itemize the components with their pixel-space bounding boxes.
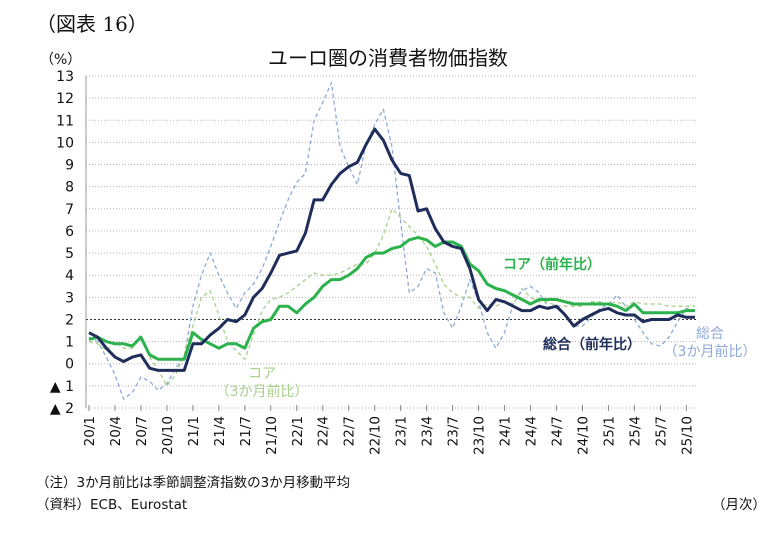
series-label-0: 総合（前年比） <box>543 336 641 353</box>
chart-title: ユーロ圏の消費者物価指数 <box>268 46 508 70</box>
x-tick-label: 23/7 <box>446 416 462 446</box>
x-tick-label: 22/1 <box>290 416 306 446</box>
series-line-2 <box>88 236 695 361</box>
x-tick-label: 24/1 <box>498 416 514 446</box>
x-tick-label: 21/1 <box>186 416 202 446</box>
x-tick-label: 20/10 <box>160 416 176 455</box>
y-axis-unit: （%） <box>40 52 81 68</box>
x-tick-label: 23/10 <box>472 416 488 455</box>
y-tick-label: 11 <box>56 113 74 129</box>
source-note: （資料）ECB、Eurostat <box>36 497 188 513</box>
y-tick-label: 8 <box>65 180 74 196</box>
y-tick-label: ▲ 1 <box>50 379 74 395</box>
x-tick-label: 20/7 <box>134 416 150 446</box>
figure-label: （図表 16） <box>36 12 148 36</box>
x-tick-label: 21/7 <box>238 416 254 446</box>
series-label-line: 総合（前年比） <box>543 336 641 353</box>
x-tick-label: 20/4 <box>108 416 124 446</box>
series-line-0 <box>88 127 695 372</box>
series-lines <box>88 81 696 400</box>
y-tick-label: 12 <box>56 91 74 107</box>
x-tick-label: 21/4 <box>212 416 228 446</box>
x-tick-label: 25/4 <box>627 416 643 446</box>
x-tick-label: 22/7 <box>342 416 358 446</box>
x-tick-label: 23/1 <box>394 416 410 446</box>
x-tick-label: 20/1 <box>82 416 98 446</box>
x-axis-unit: （月次） <box>712 497 766 513</box>
x-tick-label: 24/4 <box>524 416 540 446</box>
series-label-line: コア <box>248 366 276 382</box>
y-tick-label: 3 <box>65 290 74 306</box>
series-label-line: 総合 <box>696 326 724 342</box>
x-tick-label: 21/10 <box>264 416 280 455</box>
y-tick-label: 7 <box>65 202 74 218</box>
x-tick-label: 24/10 <box>575 416 591 455</box>
y-tick-label: 9 <box>65 158 74 174</box>
series-line-3 <box>88 208 695 387</box>
y-tick-label: 2 <box>65 312 74 328</box>
x-tick-label: 23/4 <box>420 416 436 446</box>
series-label-1: 総合（3か月前比） <box>664 326 757 360</box>
x-tick-label: 25/7 <box>653 416 669 446</box>
x-tick-label: 25/10 <box>679 416 695 455</box>
y-tick-label: 1 <box>65 335 74 351</box>
y-tick-label: ▲ 2 <box>50 401 74 417</box>
footnote: （注）3か月前比は季節調整済指数の3か月移動平均 <box>36 475 351 491</box>
x-tick-label: 25/1 <box>601 416 617 446</box>
y-tick-label: 0 <box>65 357 74 373</box>
series-label-line: コア（前年比） <box>503 256 601 273</box>
series-label-3: コア（3か月前比） <box>216 366 309 400</box>
series-labels: 総合（前年比）総合（3か月前比）コア（前年比）コア（3か月前比） <box>216 256 757 400</box>
y-tick-label: 10 <box>56 135 74 151</box>
series-label-line: （3か月前比） <box>664 343 757 360</box>
x-axis-ticks: 20/1 20/4 20/7 20/10 21/1 21/4 21/7 21/10 22/1 22… <box>82 405 695 455</box>
series-label-line: （3か月前比） <box>216 383 309 400</box>
y-tick-label: 13 <box>56 69 74 85</box>
x-tick-label: 22/4 <box>316 416 332 446</box>
gridlines <box>85 75 698 409</box>
x-tick-label: 22/10 <box>368 416 384 455</box>
y-tick-label: 5 <box>65 246 74 262</box>
x-tick-label: 24/7 <box>549 416 565 446</box>
y-tick-label: 4 <box>65 268 74 284</box>
series-label-2: コア（前年比） <box>503 256 601 273</box>
y-tick-label: 6 <box>65 224 74 240</box>
